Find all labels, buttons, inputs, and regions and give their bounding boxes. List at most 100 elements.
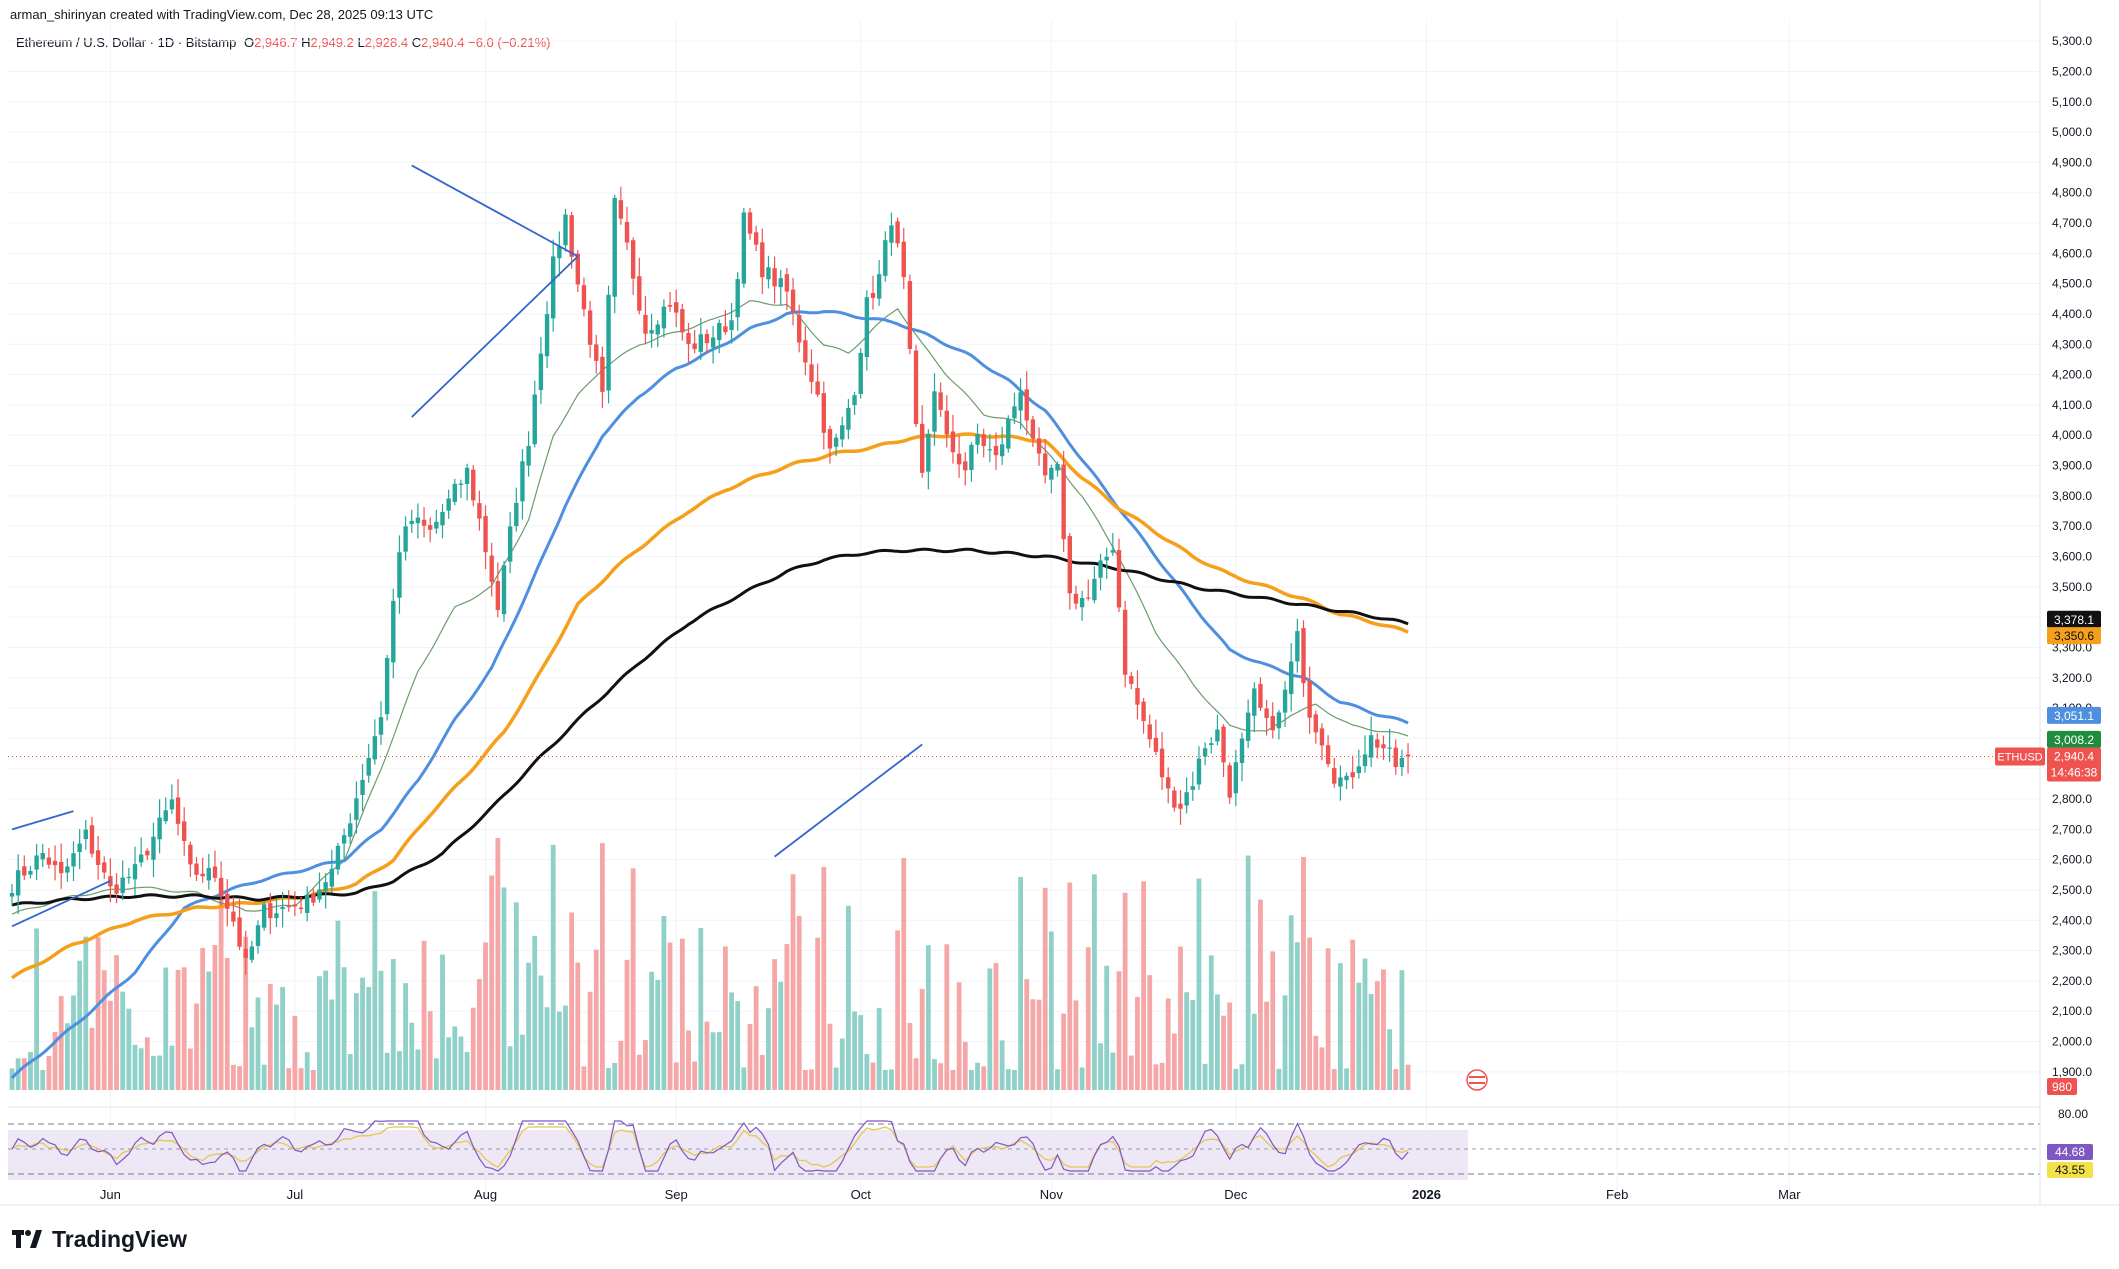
candle — [526, 445, 531, 466]
volume-bar — [390, 959, 396, 1090]
ma-tag-bg — [2047, 610, 2101, 628]
symbol-tag: ETHUSD — [1997, 751, 2042, 763]
candle — [89, 825, 95, 854]
volume-bar — [1251, 1013, 1257, 1090]
candle — [735, 279, 740, 318]
candle — [1282, 689, 1288, 713]
candle — [1129, 676, 1134, 684]
price-tick-label: 4,100.0 — [2052, 398, 2092, 412]
volume-bar — [815, 937, 821, 1090]
attribution: arman_shirinyan created with TradingView… — [10, 7, 434, 22]
rsi-band — [8, 1130, 1468, 1180]
volume-bar — [58, 996, 64, 1090]
volume-bar — [175, 969, 181, 1090]
candle — [1104, 556, 1109, 561]
volume-bar — [1153, 1064, 1159, 1090]
high-value: 2,949.2 — [310, 35, 354, 50]
candle — [981, 434, 986, 447]
candle — [766, 267, 771, 280]
candle — [895, 221, 900, 244]
candle — [514, 502, 519, 527]
volume-bar — [286, 1068, 292, 1090]
volume-bar — [1073, 1000, 1079, 1090]
volume-bar — [304, 1052, 310, 1090]
volume-bar — [323, 970, 329, 1090]
volume-bar — [40, 1069, 46, 1090]
candle — [643, 314, 648, 334]
candle — [612, 197, 617, 297]
candle — [274, 913, 279, 919]
rsi-value-tag: 43.55 — [2055, 1163, 2085, 1177]
price-tick-label: 4,900.0 — [2052, 155, 2092, 169]
tradingview-logo[interactable]: TradingView — [12, 1226, 187, 1253]
candle — [630, 240, 636, 279]
candle — [1264, 708, 1269, 718]
volume-bar — [52, 1031, 58, 1090]
volume-bar — [1227, 1002, 1233, 1090]
candle — [464, 467, 470, 484]
candle — [649, 330, 654, 334]
candle — [421, 519, 427, 526]
candle — [1172, 790, 1177, 808]
candle — [1387, 747, 1392, 749]
price-tick-label: 3,200.0 — [2052, 671, 2092, 685]
volume-bar — [1085, 947, 1091, 1090]
ma-price-tag: 3,051.1 — [2054, 709, 2094, 723]
volume-bar — [950, 1069, 956, 1090]
candle — [1245, 712, 1251, 741]
candle — [83, 829, 88, 840]
volume-bar — [766, 1008, 771, 1090]
rsi-ma-line — [11, 1126, 1409, 1168]
volume-bar — [89, 1027, 95, 1090]
volume-bar — [716, 1032, 722, 1090]
volume-bar — [1307, 937, 1313, 1090]
volume-bar — [120, 991, 126, 1090]
symbol-name[interactable]: Ethereum / U.S. Dollar · 1D · Bitstamp — [16, 35, 237, 50]
candle — [729, 320, 734, 331]
candle — [741, 212, 747, 284]
price-tick-label: 3,500.0 — [2052, 580, 2092, 594]
volume-bar — [1245, 855, 1251, 1090]
candle — [1122, 609, 1128, 675]
volume-bar — [1362, 958, 1368, 1090]
volume-bar — [397, 1051, 402, 1090]
candle — [52, 860, 58, 866]
candle — [1024, 389, 1029, 421]
volume-bar — [987, 968, 993, 1090]
candle — [151, 836, 156, 860]
volume-bar — [317, 976, 322, 1090]
volume-bar — [1042, 887, 1048, 1090]
price-tick-label: 3,600.0 — [2052, 550, 2092, 564]
volume-bar — [889, 1069, 894, 1090]
candle — [717, 322, 722, 341]
candle — [1086, 597, 1091, 599]
candle — [22, 866, 27, 876]
trendlines[interactable] — [11, 164, 923, 928]
volume-bar — [643, 1040, 648, 1090]
volume-bar — [999, 1040, 1005, 1090]
candle — [1036, 438, 1042, 454]
candle — [1073, 593, 1079, 604]
volume-bar — [661, 915, 667, 1090]
volume-bar — [969, 1069, 974, 1090]
low-label: L — [357, 35, 365, 50]
candle — [557, 246, 562, 259]
candle — [1368, 735, 1374, 758]
candle — [397, 552, 402, 598]
volume-bar — [839, 1038, 845, 1090]
candle — [1405, 754, 1411, 757]
volume-bar — [243, 936, 249, 1090]
candle — [1141, 701, 1146, 722]
price-axis[interactable]: 5,300.0 5,200.0 5,100.0 5,000.0 4,900.0 4,800… — [2039, 0, 2092, 1205]
candle — [1079, 597, 1085, 608]
volume-bar — [919, 988, 925, 1090]
candle — [188, 844, 193, 865]
candle — [145, 850, 150, 856]
time-axis[interactable]: Jun Jul Aug Sep Oct Nov Dec 2026 Feb Mar — [0, 1187, 2119, 1206]
time-tick-label: Aug — [474, 1187, 497, 1202]
candle — [132, 864, 138, 880]
volume-bar — [1159, 1062, 1165, 1090]
change-value: −6.0 (−0.21%) — [468, 35, 551, 50]
trendline — [411, 164, 579, 258]
